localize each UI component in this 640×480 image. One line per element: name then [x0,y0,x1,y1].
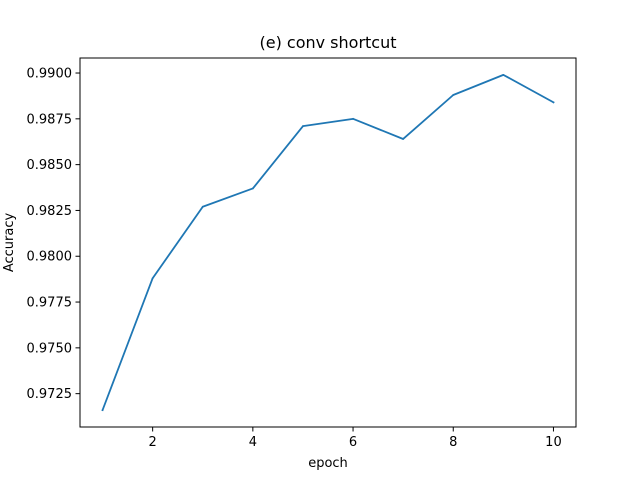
plot-area-frame [79,57,577,428]
y-tick-label: 0.9850 [27,158,73,173]
y-tick-label: 0.9750 [27,341,73,356]
y-tick-label: 0.9825 [27,204,73,219]
data-point [101,409,104,412]
data-point [352,117,354,120]
x-tick-label: 4 [249,435,257,450]
y-axis-title: Accuracy [2,213,17,273]
series-layer [101,73,555,412]
y-tick-label: 0.9875 [27,112,73,127]
data-point [452,94,455,96]
data-point [201,205,204,208]
y-tick-label: 0.9725 [27,387,73,402]
x-tick-label: 10 [545,435,562,450]
x-axis-title: epoch [308,456,348,471]
x-tick-label: 8 [449,435,457,450]
data-point [302,125,304,128]
data-point [151,277,154,280]
y-tick-label: 0.9775 [27,296,73,311]
data-point [502,73,505,76]
x-tick-label: 6 [349,435,357,450]
x-tick-label: 2 [149,435,157,450]
y-tick-label: 0.9900 [27,67,73,82]
y-axis-ticks: 0.9725 0.9750 0.9775 0.9800 0.9825 0.9850 0.98… [27,67,80,402]
x-axis-ticks: 2 4 6 8 10 [149,427,562,450]
chart-title: (e) conv shortcut [259,33,396,52]
data-point [402,138,405,140]
data-point [251,187,254,190]
y-tick-label: 0.9800 [27,250,73,265]
data-point [552,101,555,104]
series-line [101,73,555,412]
